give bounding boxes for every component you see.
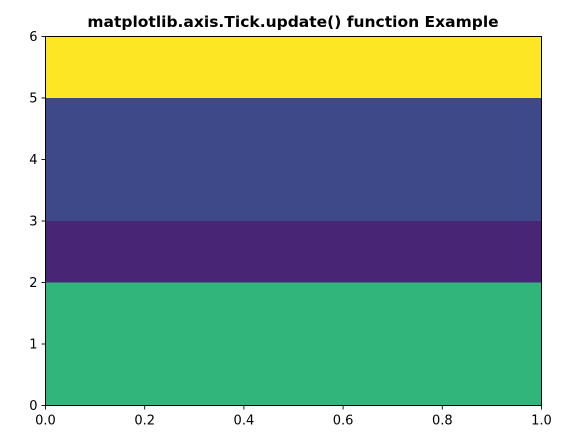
y-tick-label: 2 [29, 276, 37, 291]
x-tick-label: 0.8 [432, 414, 453, 429]
chart-title: matplotlib.axis.Tick.update() function E… [87, 13, 498, 31]
x-axis: 0.0 0.2 0.4 0.6 0.8 1.0 [35, 405, 552, 429]
heatmap-band-2 [45, 98, 542, 221]
y-tick-label: 4 [29, 153, 37, 168]
y-tick-label: 0 [29, 399, 37, 414]
y-tick-label: 6 [29, 30, 37, 45]
y-tick-label: 5 [29, 92, 37, 107]
y-tick-label: 3 [29, 215, 37, 230]
heatmap-band-1 [45, 221, 542, 283]
heatmap-band-3 [45, 36, 542, 98]
x-tick-label: 0.4 [234, 414, 255, 429]
x-tick-label: 0.0 [35, 414, 56, 429]
bands-layer [45, 36, 542, 406]
x-tick-label: 0.6 [333, 414, 354, 429]
heatmap-band-0 [45, 282, 542, 406]
x-tick-label: 1.0 [531, 414, 552, 429]
y-axis: 0 1 2 3 4 5 6 [29, 30, 46, 414]
y-tick-label: 1 [29, 338, 37, 353]
x-tick-label: 0.2 [134, 414, 155, 429]
